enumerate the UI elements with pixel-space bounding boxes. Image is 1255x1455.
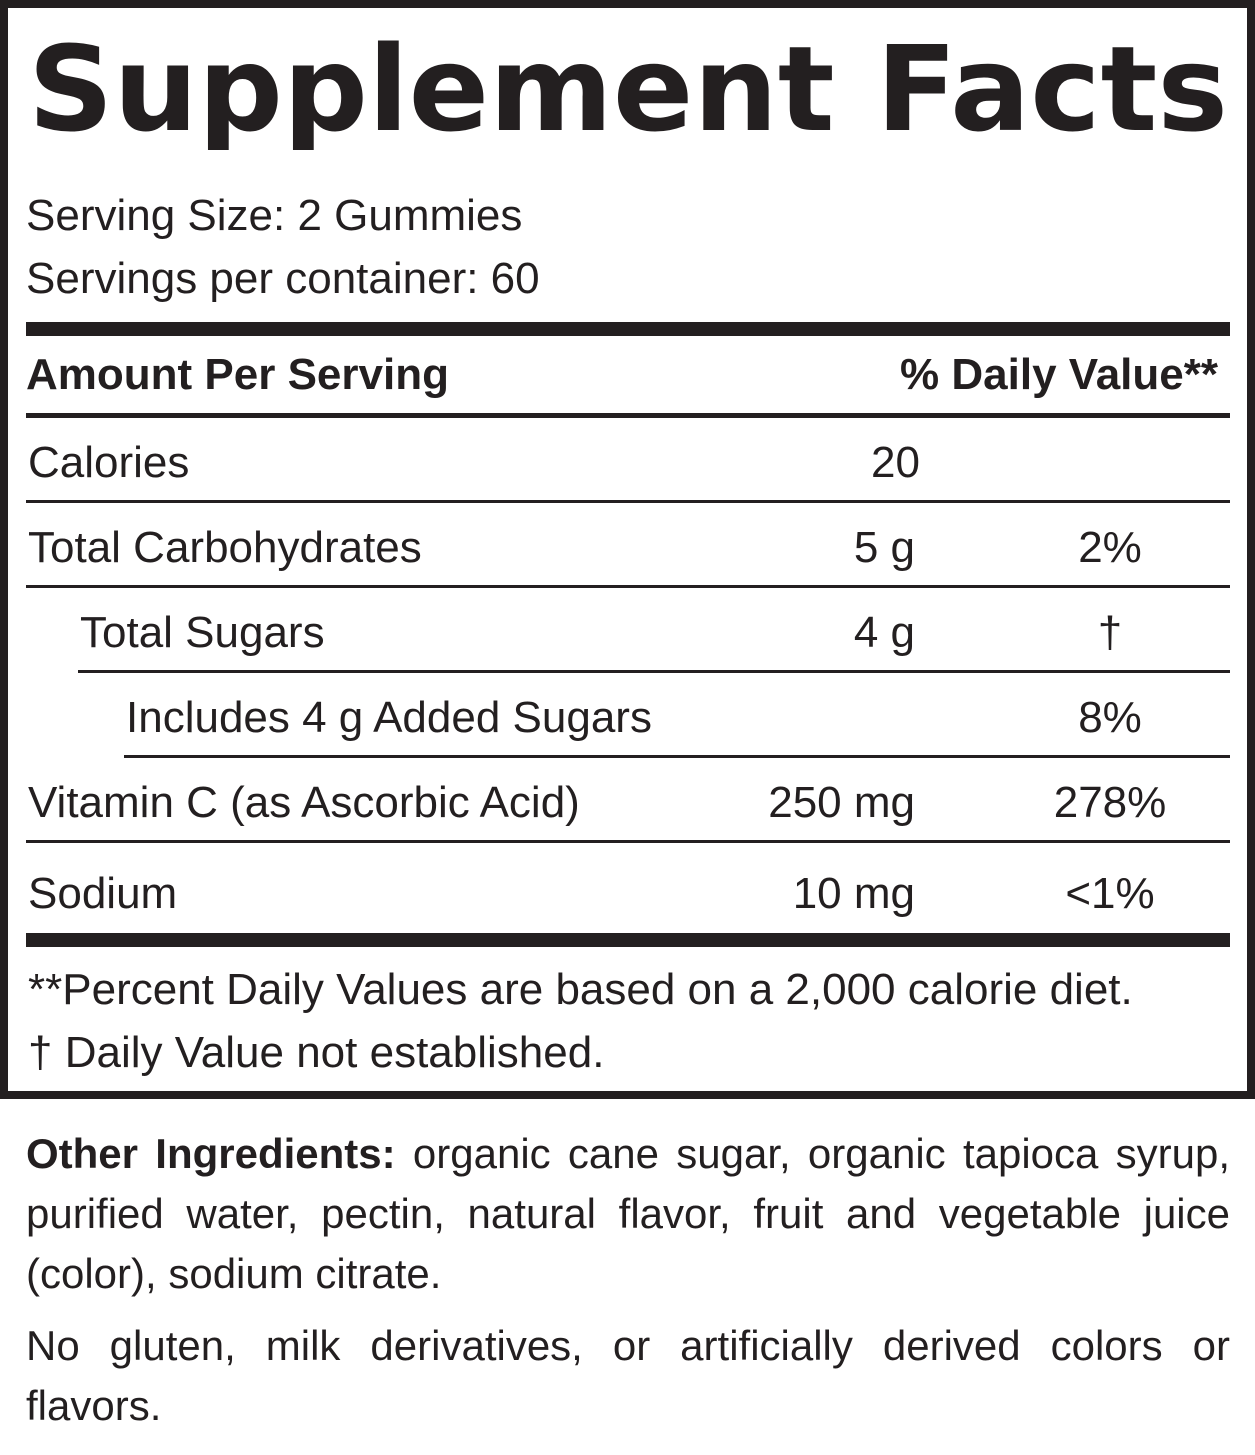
nutrient-daily-value: † — [1097, 608, 1123, 657]
nutrient-name: Calories — [28, 438, 190, 487]
title-svg: Supplement Facts — [28, 20, 1228, 150]
nutrient-name: Total Sugars — [80, 608, 325, 657]
other-ingredients-label: Other Ingredients: — [26, 1130, 396, 1177]
nutrient-amount: 250 mg — [768, 778, 915, 827]
other-ingredients: Other Ingredients: organic cane sugar, o… — [26, 1124, 1230, 1304]
notice: No gluten, milk derivatives, or artifici… — [26, 1322, 1230, 1429]
nutrient-row: Total Sugars 4 g † — [78, 588, 1230, 673]
nutrient-daily-value: 8% — [1078, 693, 1142, 742]
nutrient-row: Total Carbohydrates 5 g 2% — [26, 503, 1230, 588]
nutrient-name: Total Carbohydrates — [28, 523, 422, 572]
nutrient-daily-value: 2% — [1078, 523, 1142, 572]
nutrient-row: Sodium 10 mg <1% — [26, 843, 1230, 933]
nutrient-name: Vitamin C (as Ascorbic Acid) — [28, 778, 580, 827]
nutrient-row: Includes 4 g Added Sugars 8% — [124, 673, 1230, 758]
nutrient-row: Vitamin C (as Ascorbic Acid) 250 mg 278% — [26, 758, 1230, 843]
header-amount: Amount Per Serving — [26, 350, 449, 399]
facts-panel — [0, 0, 1255, 1099]
nutrient-amount: 4 g — [853, 608, 915, 657]
thick-rule — [26, 933, 1230, 947]
servings-per-container: Servings per container: 60 — [26, 254, 540, 303]
nutrient-daily-value: 278% — [1053, 778, 1167, 827]
footnote: **Percent Daily Values are based on a 2,… — [28, 965, 1133, 1014]
other-ingredients-text: organic cane sugar, organic tapioca syru… — [26, 1130, 1231, 1297]
header-daily-value: % Daily Value** — [900, 350, 1218, 399]
thick-rule — [26, 322, 1230, 336]
nutrient-amount: 5 g — [853, 523, 915, 572]
nutrient-name: Includes 4 g Added Sugars — [126, 693, 652, 742]
nutrient-amount: 20 — [871, 438, 920, 487]
nutrient-amount: 10 mg — [792, 869, 915, 918]
nutrient-name: Sodium — [28, 869, 178, 918]
title: Supplement Facts — [28, 20, 1228, 150]
nutrient-row: Calories 20 — [26, 418, 1230, 503]
header-rule — [26, 413, 1230, 418]
footnote: † Daily Value not established. — [28, 1028, 605, 1077]
serving-size: Serving Size: 2 Gummies — [26, 191, 523, 240]
nutrient-daily-value: <1% — [1065, 869, 1155, 918]
